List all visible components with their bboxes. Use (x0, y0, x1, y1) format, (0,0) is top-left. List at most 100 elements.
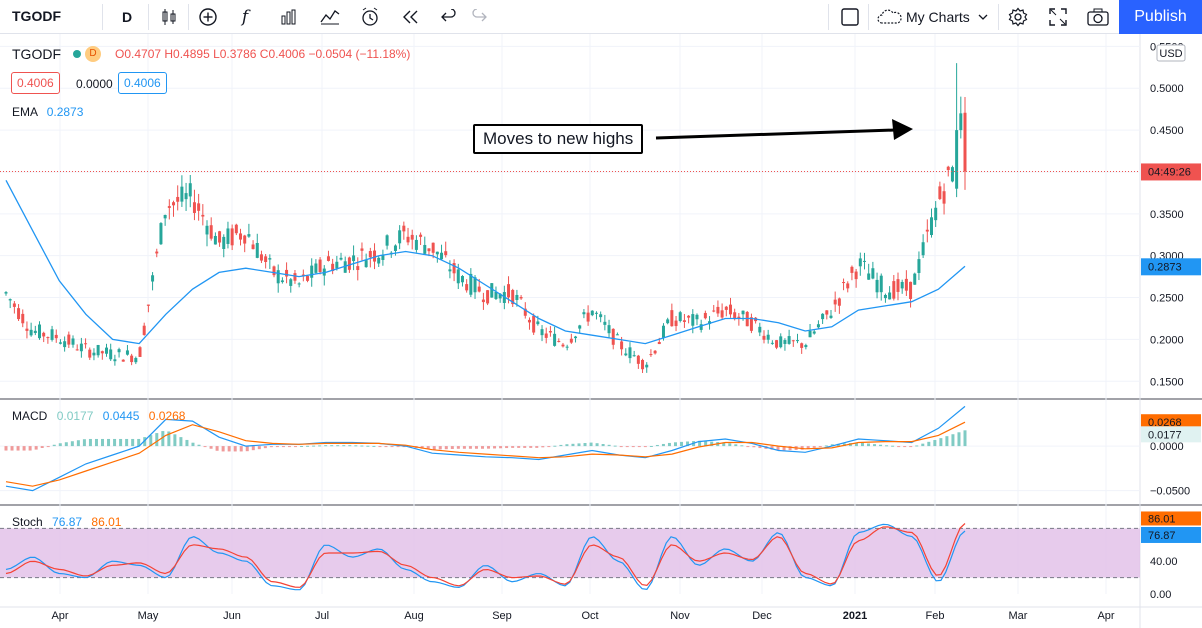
candle-body (347, 257, 351, 270)
candle-body (360, 248, 364, 251)
candle-body (377, 257, 381, 264)
candle-body (536, 321, 540, 325)
macd-hist-bar (119, 438, 123, 447)
macd-hist-bar (945, 436, 949, 447)
macd-hist-bar (444, 446, 448, 450)
candle-body (352, 255, 356, 262)
candle-body (561, 344, 565, 347)
candle-body (460, 276, 464, 283)
macd-hist-bar (312, 445, 316, 447)
macd-hist-bar (28, 446, 32, 451)
macd-signal-value: 0.0268 (148, 409, 186, 423)
candle-body (934, 207, 938, 221)
candle-body (310, 265, 314, 278)
macd-hist-bar (577, 443, 581, 447)
macd-hist-bar (631, 446, 635, 448)
publish-button[interactable]: Publish (1119, 0, 1202, 34)
fx-icon[interactable]: f (241, 7, 249, 27)
candle-body (423, 244, 427, 254)
delayed-badge: D (85, 46, 101, 62)
candle-body (222, 236, 226, 249)
candle-body (21, 313, 25, 324)
candle-body (75, 349, 79, 351)
buy-price-box[interactable]: 0.4006 (118, 72, 167, 94)
candle-body (850, 266, 854, 273)
candle-body (682, 320, 686, 322)
macd-hist-bar (257, 446, 261, 450)
candle-body (670, 310, 674, 327)
candle-body (741, 310, 745, 315)
square-icon[interactable] (838, 5, 862, 29)
price-axis-label: 0.1500 (1150, 376, 1184, 388)
macd-hist-bar (251, 446, 255, 451)
macd-hist-bar (22, 446, 26, 451)
candle-body (892, 281, 896, 299)
candle-body (297, 283, 301, 285)
bar-chart-icon[interactable] (277, 5, 301, 29)
candle-body (553, 333, 557, 346)
macd-hist-bar (161, 431, 165, 447)
ema-tag-label: 0.2873 (1148, 261, 1182, 273)
sell-price-box[interactable]: 0.4006 (11, 72, 60, 94)
replay-icon[interactable] (399, 5, 423, 29)
candle-body (661, 325, 665, 338)
macd-hist-bar (740, 445, 744, 447)
macd-hist-bar (661, 443, 665, 447)
macd-hist-bar (619, 446, 623, 448)
candle-body (318, 259, 322, 272)
symbol-search-button[interactable]: TGODF (12, 8, 61, 24)
candle-body (12, 303, 16, 307)
templates-icon[interactable] (318, 5, 342, 29)
candle-body (929, 217, 933, 236)
add-indicator-icon[interactable] (196, 5, 220, 29)
candle-body (54, 334, 58, 339)
candle-body (515, 294, 519, 300)
candle-body (448, 269, 452, 272)
candle-body (63, 341, 67, 348)
undo-icon[interactable] (437, 5, 461, 29)
macd-hist-bar (517, 446, 521, 448)
candle-body (444, 251, 448, 256)
candle-body (385, 235, 389, 246)
macd-hist-bar (571, 443, 575, 447)
macd-hist-bar (830, 444, 834, 447)
macd-hist-bar (891, 445, 895, 447)
candle-body (900, 281, 904, 289)
redo-icon[interactable] (467, 5, 491, 29)
price-axis-label: 0.3500 (1150, 209, 1184, 221)
candle-body (858, 258, 862, 267)
macd-hist-bar (547, 446, 551, 448)
macd-line-value: 0.0445 (102, 409, 140, 423)
macd-hist-bar (456, 446, 460, 449)
candle-body (490, 283, 494, 298)
gear-icon[interactable] (1005, 5, 1031, 29)
time-axis-label: Dec (752, 610, 772, 622)
fullscreen-icon[interactable] (1045, 5, 1071, 29)
main-legend: TGODF D O0.4707 H0.4895 L0.3786 C0.4006 … (12, 46, 410, 62)
candle-body (590, 310, 594, 316)
macd-hist-bar (511, 446, 515, 448)
candle-body (42, 332, 46, 337)
candle-body (653, 350, 657, 354)
annotation-label[interactable]: Moves to new highs (473, 124, 644, 154)
candle-body (226, 228, 230, 244)
camera-icon[interactable] (1085, 5, 1111, 29)
macd-hist-bar (879, 444, 883, 447)
candle-body (8, 299, 12, 301)
my-charts-button[interactable]: My Charts (876, 5, 996, 29)
macd-hist-bar (824, 445, 828, 447)
macd-histogram (4, 430, 967, 452)
price-chart[interactable]: Apr May Jun Jul Aug Sep Oct Nov Dec 2021 Feb Mar Apr… (0, 34, 1202, 628)
candle-body (632, 355, 636, 357)
macd-hist-bar (233, 446, 237, 452)
stoch-d-value: 86.01 (91, 515, 122, 529)
interval-button[interactable]: D (121, 9, 133, 25)
candle-body (138, 347, 142, 357)
macd-hist-bar (88, 438, 92, 447)
candle-body (4, 292, 8, 294)
candle-body (846, 283, 850, 289)
candles-icon[interactable] (157, 5, 181, 29)
alert-icon[interactable] (358, 5, 382, 29)
candle-body (791, 340, 795, 342)
currency-badge (1156, 44, 1186, 62)
